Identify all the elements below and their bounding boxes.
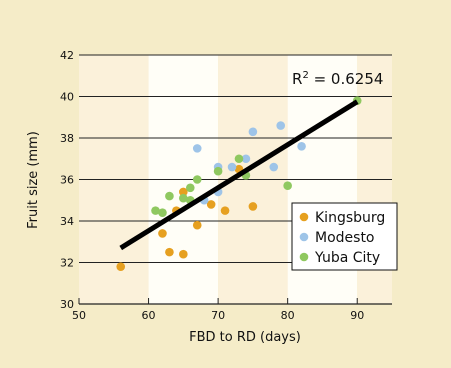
legend-box (291, 202, 398, 271)
axes: 50 60 70 80 90 30 32 34 36 38 40 42 (60, 49, 392, 322)
r-squared-annotation: R2 = 0.6254 (292, 70, 383, 88)
data-point (248, 202, 258, 211)
data-point (192, 144, 202, 153)
data-point (213, 166, 223, 176)
y-tick-label: 34 (60, 215, 74, 228)
data-point (269, 162, 279, 172)
data-point (179, 193, 188, 203)
x-tick-label: 70 (211, 309, 225, 322)
data-point (158, 208, 167, 217)
data-point (248, 127, 258, 137)
data-point (185, 183, 195, 193)
legend-label: Modesto (315, 230, 375, 246)
data-point (297, 142, 306, 151)
x-tick-label: 60 (142, 309, 156, 322)
trendline (119, 99, 359, 251)
data-point (165, 247, 174, 257)
y-axis-label: Fruit size (mm) (26, 131, 41, 229)
data-point (151, 206, 160, 215)
data-point (276, 121, 286, 130)
y-tick-label: 40 (60, 91, 74, 104)
data-point (234, 154, 244, 164)
x-axis-label: FBD to RD (days) (189, 330, 301, 345)
y-tick-label: 32 (60, 257, 74, 270)
data-point (227, 162, 237, 172)
y-tick-label: 42 (60, 49, 74, 62)
y-tick-label: 38 (60, 132, 74, 145)
r-squared-base: R (292, 70, 302, 88)
x-tick-label: 90 (350, 309, 364, 322)
data-point (116, 262, 126, 271)
data-point (158, 229, 167, 238)
data-point (241, 154, 251, 164)
legend: Kingsburg Modesto Yuba City (291, 202, 398, 271)
legend-label: Kingsburg (315, 210, 385, 226)
r-squared-superscript: 2 (302, 70, 308, 81)
data-point (220, 206, 230, 215)
data-point (165, 191, 174, 201)
data-point (283, 181, 292, 191)
data-point (179, 249, 188, 259)
legend-swatch (299, 252, 309, 262)
legend-swatch (299, 212, 309, 222)
y-tick-label: 30 (60, 298, 74, 311)
data-point (192, 175, 202, 184)
data-point (192, 220, 202, 230)
trendline-group (119, 99, 359, 251)
data-point (206, 200, 216, 209)
x-tick-label: 80 (281, 309, 295, 322)
r-squared-value: = 0.6254 (309, 70, 384, 88)
legend-swatch (299, 232, 309, 242)
x-tick-label: 50 (72, 309, 86, 322)
y-tick-label: 36 (60, 174, 74, 187)
data-point (179, 187, 188, 197)
legend-label: Yuba City (314, 250, 380, 266)
